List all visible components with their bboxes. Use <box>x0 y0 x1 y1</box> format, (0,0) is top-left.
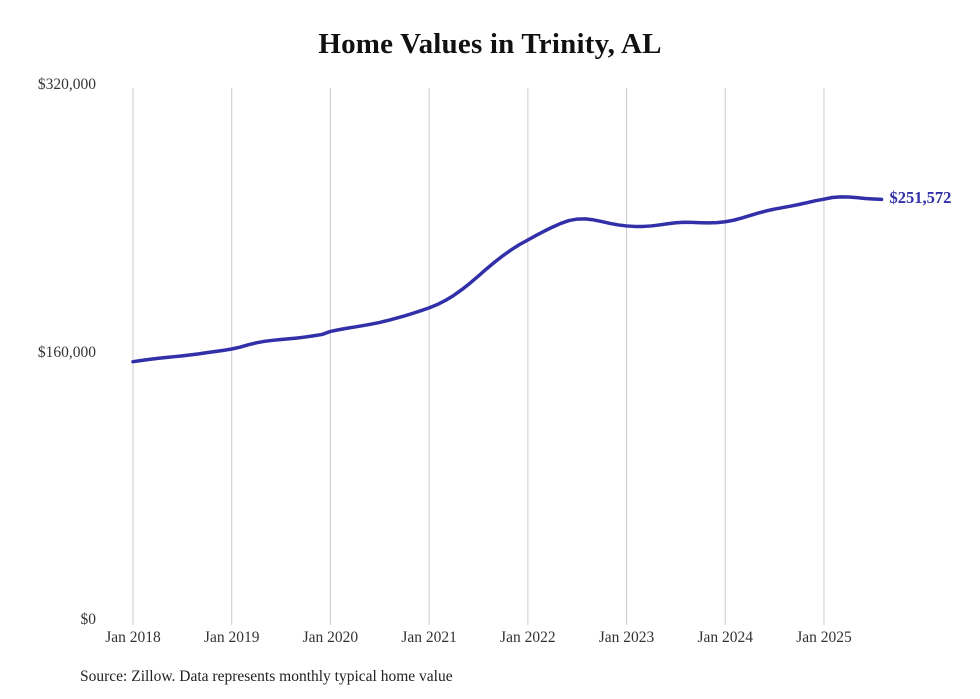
x-axis-tick-jan-2020: Jan 2020 <box>302 629 359 646</box>
x-axis-tick-jan-2021: Jan 2021 <box>401 629 457 646</box>
y-axis-tick-0: $0 <box>80 611 97 628</box>
source-note: Source: Zillow. Data represents monthly … <box>80 668 453 685</box>
x-axis-tick-jan-2024: Jan 2024 <box>697 629 754 646</box>
chart-title: Home Values in Trinity, AL <box>318 28 662 60</box>
home-value-series-line <box>131 195 884 364</box>
x-axis-tick-jan-2023: Jan 2023 <box>598 629 655 646</box>
x-axis-tick-jan-2019: Jan 2019 <box>203 629 260 646</box>
y-axis-tick-320000: $320,000 <box>37 76 96 93</box>
x-axis-tick-jan-2022: Jan 2022 <box>500 629 556 646</box>
x-axis-tick-jan-2025: Jan 2025 <box>796 629 852 646</box>
y-axis-tick-160000: $160,000 <box>37 344 96 361</box>
x-axis-tick-jan-2018: Jan 2018 <box>105 629 161 646</box>
end-value-label: $251,572 <box>889 188 952 208</box>
